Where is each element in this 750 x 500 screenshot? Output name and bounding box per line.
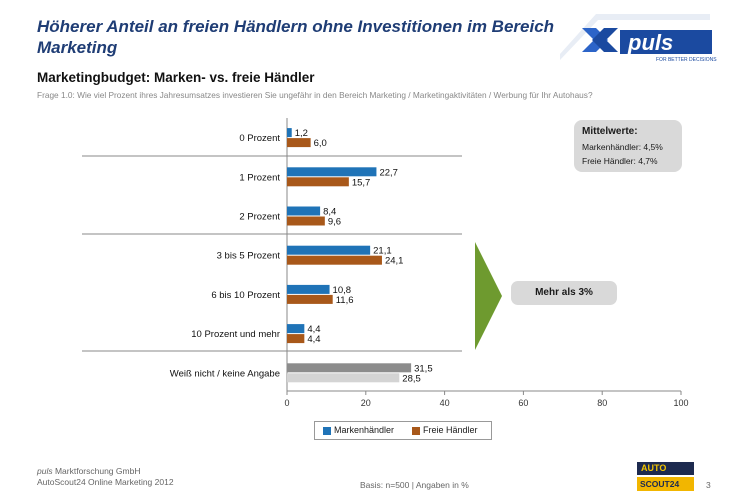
- callout-arrow: [475, 242, 502, 350]
- bar-freie-haendler: [287, 373, 400, 383]
- x-tick-label: 0: [284, 398, 289, 408]
- bar-freie-haendler: [287, 255, 382, 265]
- data-label: 28,5: [402, 373, 421, 384]
- bar-markenhaendler: [287, 245, 371, 255]
- data-label: 11,6: [336, 295, 354, 306]
- x-tick-label: 40: [440, 398, 450, 408]
- bar-freie-haendler: [287, 177, 349, 187]
- page-number: 3: [706, 480, 711, 490]
- bar-markenhaendler: [287, 167, 377, 177]
- category-label: 6 bis 10 Prozent: [211, 290, 280, 301]
- averages-title: Mittelwerte:: [582, 126, 638, 137]
- bar-freie-haendler: [287, 216, 325, 226]
- x-tick-label: 20: [361, 398, 371, 408]
- data-label: 4,4: [307, 334, 320, 345]
- autoscout24-logo: AUTO SCOUT24: [637, 462, 694, 492]
- x-tick-label: 80: [597, 398, 607, 408]
- logo-wordmark: puls: [627, 30, 673, 55]
- data-label: 21,1: [373, 246, 392, 257]
- legend-swatch-freie-haendler: [412, 427, 420, 435]
- legend-label-markenhaendler: Markenhändler: [334, 425, 395, 435]
- data-label: 15,7: [352, 177, 371, 188]
- data-label: 22,7: [379, 167, 398, 178]
- data-label: 9,6: [328, 217, 341, 228]
- category-label: 1 Prozent: [239, 172, 280, 183]
- bar-markenhaendler: [287, 363, 412, 373]
- data-label: 1,2: [295, 128, 308, 139]
- callout-label: Mehr als 3%: [535, 287, 593, 298]
- average-freie-haendler: Freie Händler: 4,7%: [582, 156, 658, 166]
- bar-freie-haendler: [287, 138, 311, 148]
- survey-question: Frage 1.0: Wie viel Prozent ihres Jahres…: [37, 90, 593, 100]
- category-label: 2 Prozent: [239, 212, 280, 223]
- bar-markenhaendler: [287, 324, 305, 334]
- footer-base: Basis: n=500 | Angaben in %: [360, 480, 469, 490]
- legend-label-freie-haendler: Freie Händler: [423, 425, 478, 435]
- bar-freie-haendler: [287, 294, 333, 304]
- x-tick-label: 100: [673, 398, 688, 408]
- puls-logo-graphic: puls FOR BETTER DECISIONS: [560, 14, 717, 63]
- data-label: 24,1: [385, 256, 404, 267]
- page-title: Höherer Anteil an freien Händlern ohne I…: [37, 17, 555, 57]
- category-label: 10 Prozent und mehr: [191, 329, 280, 340]
- average-markenhaendler: Markenhändler: 4,5%: [582, 142, 663, 152]
- footer-company: Marktforschung GmbH: [52, 466, 141, 476]
- footer-study: AutoScout24 Online Marketing 2012: [37, 477, 174, 487]
- autoscout24-logo-top: AUTO: [637, 462, 694, 475]
- bar-markenhaendler: [287, 284, 330, 294]
- logo-tagline: FOR BETTER DECISIONS: [656, 57, 717, 63]
- callout-box: Mehr als 3%: [511, 281, 617, 305]
- bar-markenhaendler: [287, 128, 292, 138]
- data-label: 4,4: [307, 324, 320, 335]
- bar-freie-haendler: [287, 334, 305, 344]
- bar-markenhaendler: [287, 206, 321, 216]
- chart-subtitle: Marketingbudget: Marken- vs. freie Händl…: [37, 70, 315, 85]
- chart-legend: Markenhändler Freie Händler: [314, 421, 492, 440]
- category-label: 3 bis 5 Prozent: [217, 251, 281, 262]
- averages-box: Mittelwerte: Markenhändler: 4,5% Freie H…: [574, 120, 682, 172]
- data-label: 10,8: [333, 285, 352, 296]
- puls-logo: puls FOR BETTER DECISIONS: [560, 14, 720, 66]
- category-label: Weiß nicht / keine Angabe: [170, 368, 280, 379]
- data-label: 6,0: [314, 138, 327, 149]
- category-label: 0 Prozent: [239, 133, 280, 144]
- data-label: 31,5: [414, 363, 433, 374]
- footer-source: puls Marktforschung GmbH AutoScout24 Onl…: [37, 466, 174, 488]
- autoscout24-logo-bottom: SCOUT24: [637, 477, 694, 491]
- x-tick-label: 60: [518, 398, 528, 408]
- legend-swatch-markenhaendler: [323, 427, 331, 435]
- footer-company-brand: puls: [37, 466, 53, 476]
- data-label: 8,4: [323, 207, 336, 218]
